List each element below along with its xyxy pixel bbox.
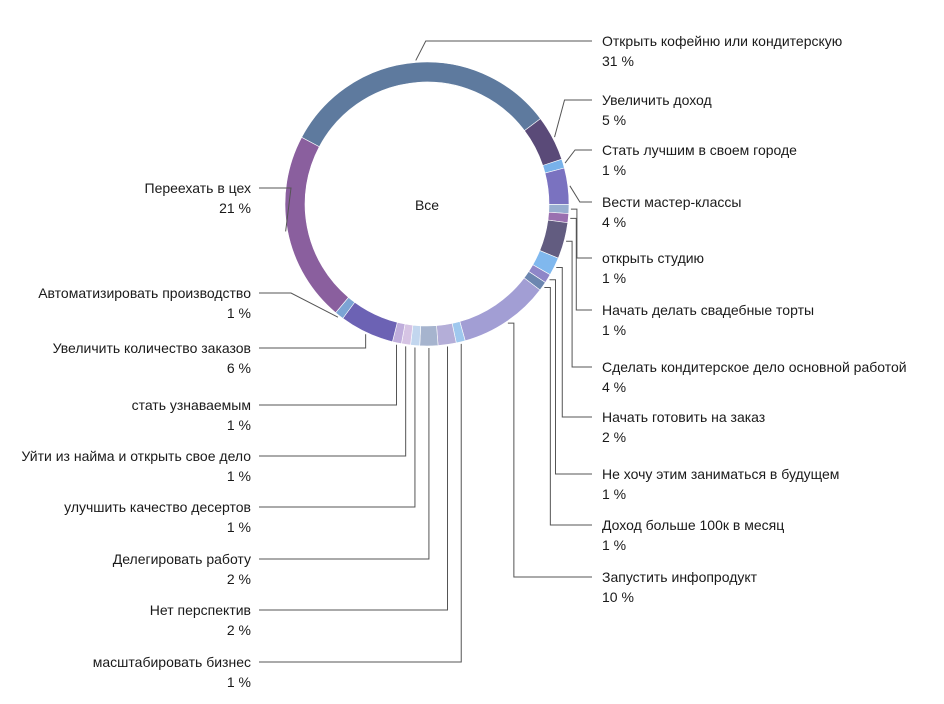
slice-label-увеличить-доход: Увеличить доход bbox=[602, 92, 712, 108]
leader-line-увеличить-количество-заказов bbox=[259, 334, 367, 349]
slice-value-начать-готовить-на-заказ: 2 % bbox=[602, 429, 626, 445]
slice-label-увеличить-количество-заказов: Увеличить количество заказов bbox=[53, 340, 251, 356]
slice-value-доход-больше-100к-в-месяц: 1 % bbox=[602, 537, 626, 553]
leader-lines bbox=[259, 40, 592, 663]
slice-value-стать-узнаваемым: 1 % bbox=[227, 417, 251, 433]
leader-line-уйти-из-найма-и-открыть-свое-дело bbox=[259, 346, 407, 457]
slice-value-стать-лучшим-в-своем-городе: 1 % bbox=[602, 162, 626, 178]
slice-labels: Открыть кофейню или кондитерскую 31 % Увел… bbox=[21, 33, 906, 690]
slice-label-запустить-инфопродукт: Запустить инфопродукт bbox=[602, 569, 758, 585]
leader-line-начать-готовить-на-заказ bbox=[556, 266, 592, 418]
leader-line-открыть-кофейню-или-кондитерскую bbox=[415, 40, 592, 61]
leader-line-переехать-в-цех bbox=[259, 187, 292, 232]
slice-value-вести-мастер-классы: 4 % bbox=[602, 214, 626, 230]
slice-label-не-хочу-этим-заниматься-в-будущем: Не хочу этим заниматься в будущем bbox=[602, 466, 839, 482]
slice-label-открыть-кофейню-или-кондитерскую: Открыть кофейню или кондитерскую bbox=[602, 33, 842, 49]
leader-line-сделать-кондитерское-дело-основной-работой bbox=[566, 240, 592, 368]
slice-делегировать-работу[interactable] bbox=[419, 325, 439, 347]
donut-slices bbox=[284, 61, 570, 347]
center-label: Все bbox=[415, 197, 439, 213]
slice-value-не-хочу-этим-заниматься-в-будущем: 1 % bbox=[602, 486, 626, 502]
slice-label-автоматизировать-производство: Автоматизировать производство bbox=[38, 285, 251, 301]
leader-line-доход-больше-100к-в-месяц bbox=[544, 286, 592, 526]
leader-line-стать-лучшим-в-своем-городе bbox=[564, 149, 592, 164]
slice-value-автоматизировать-производство: 1 % bbox=[227, 305, 251, 321]
slice-label-стать-узнаваемым: стать узнаваемым bbox=[132, 397, 251, 413]
slice-label-доход-больше-100к-в-месяц: Доход больше 100к в месяц bbox=[602, 517, 784, 533]
slice-label-начать-готовить-на-заказ: Начать готовить на заказ bbox=[602, 409, 765, 425]
slice-value-открыть-студию: 1 % bbox=[602, 270, 626, 286]
leader-line-улучшить-качество-десертов bbox=[259, 347, 416, 508]
slice-запустить-инфопродукт[interactable] bbox=[459, 277, 541, 342]
leader-line-стать-узнаваемым bbox=[259, 344, 398, 406]
slice-label-уйти-из-найма-и-открыть-свое-дело: Уйти из найма и открыть свое дело bbox=[21, 448, 251, 464]
slice-value-запустить-инфопродукт: 10 % bbox=[602, 589, 634, 605]
slice-value-нет-перспектив: 2 % bbox=[227, 622, 251, 638]
slice-label-открыть-студию: открыть студию bbox=[602, 250, 704, 266]
slice-label-масштабировать-бизнес: масштабировать бизнес bbox=[93, 654, 251, 670]
slice-label-нет-перспектив: Нет перспектив bbox=[150, 602, 251, 618]
slice-value-делегировать-работу: 2 % bbox=[227, 571, 251, 587]
slice-открыть-кофейню-или-кондитерскую[interactable] bbox=[301, 61, 541, 148]
slice-value-открыть-кофейню-или-кондитерскую: 31 % bbox=[602, 53, 634, 69]
leader-line-нет-перспектив bbox=[259, 346, 449, 611]
slice-увеличить-количество-заказов[interactable] bbox=[342, 301, 398, 343]
leader-line-делегировать-работу bbox=[259, 347, 430, 560]
slice-label-начать-делать-свадебные-торты: Начать делать свадебные торты bbox=[602, 302, 814, 318]
leader-line-начать-делать-свадебные-торты bbox=[570, 217, 592, 311]
slice-value-масштабировать-бизнес: 1 % bbox=[227, 674, 251, 690]
slice-label-переехать-в-цех: Переехать в цех bbox=[145, 180, 251, 196]
leader-line-автоматизировать-производство bbox=[259, 292, 339, 318]
slice-label-улучшить-качество-десертов: улучшить качество десертов bbox=[64, 499, 251, 515]
slice-value-переехать-в-цех: 21 % bbox=[219, 200, 251, 216]
leader-line-запустить-инфопродукт bbox=[507, 322, 592, 578]
slice-value-увеличить-количество-заказов: 6 % bbox=[227, 360, 251, 376]
slice-value-увеличить-доход: 5 % bbox=[602, 112, 626, 128]
slice-label-делегировать-работу: Делегировать работу bbox=[113, 551, 251, 567]
slice-value-уйти-из-найма-и-открыть-свое-дело: 1 % bbox=[227, 468, 251, 484]
leader-line-увеличить-доход bbox=[554, 99, 592, 138]
leader-line-вести-мастер-классы bbox=[569, 185, 592, 203]
slice-value-начать-делать-свадебные-торты: 1 % bbox=[602, 322, 626, 338]
leader-line-не-хочу-этим-заниматься-в-будущем bbox=[549, 279, 592, 475]
leader-line-масштабировать-бизнес bbox=[259, 343, 462, 663]
slice-value-улучшить-качество-десертов: 1 % bbox=[227, 519, 251, 535]
slice-переехать-в-цех[interactable] bbox=[284, 136, 349, 314]
slice-label-стать-лучшим-в-своем-городе: Стать лучшим в своем городе bbox=[602, 142, 797, 158]
leader-line-открыть-студию bbox=[570, 208, 592, 259]
slice-value-сделать-кондитерское-дело-основной-работой: 4 % bbox=[602, 379, 626, 395]
slice-label-сделать-кондитерское-дело-основной-работой: Сделать кондитерское дело основной работ… bbox=[602, 359, 907, 375]
slice-вести-мастер-классы[interactable] bbox=[544, 167, 570, 205]
slice-label-вести-мастер-классы: Вести мастер-классы bbox=[602, 194, 741, 210]
